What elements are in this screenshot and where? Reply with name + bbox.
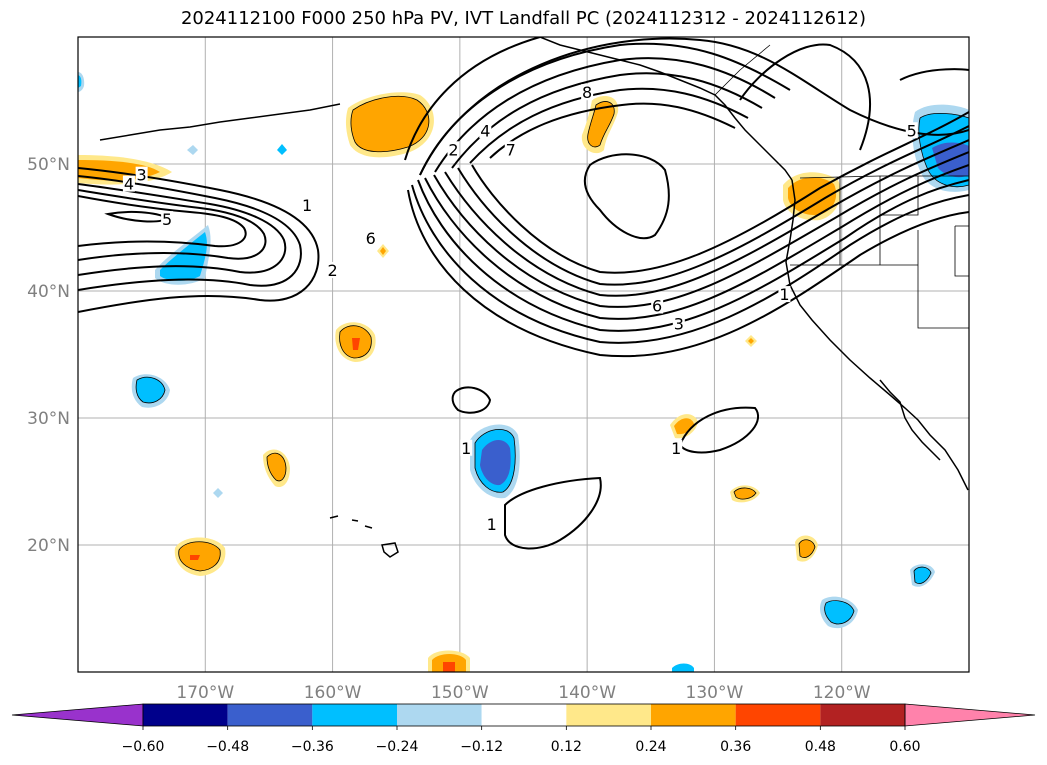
contour-label-bg [905,122,918,139]
alaska-coast [539,37,793,181]
contour-label-bg [135,166,148,183]
lon-tick-label: 130°W [686,683,744,703]
contour-label: 2 [327,261,337,280]
colorbar-tick-label: 0.36 [720,739,751,755]
contour-west-system [78,167,320,313]
colorbar-segment [312,704,397,726]
na-west-coast [785,179,969,491]
contour-label: 1 [302,196,312,215]
lon-tick-label: 140°W [558,683,616,703]
colorbar-extend-high [904,703,1036,727]
contour-label-bg [485,515,498,532]
contour-label-bg [460,439,473,456]
contour-label-bg [161,211,174,228]
contour-label-bg [364,230,377,247]
contour-label: 4 [480,121,490,140]
lon-tick-label: 160°W [304,683,362,703]
contour-label: 1 [461,439,471,458]
colorbar-tick-label: −0.36 [291,739,334,755]
lat-tick-label: 30°N [27,409,70,429]
lat-tick-label: 50°N [27,155,70,175]
coastlines [99,37,969,558]
contour-label-bg [672,315,685,332]
colorbar-segment [735,704,821,726]
contour-label: 5 [907,121,917,140]
lat-tick-label: 40°N [27,282,70,302]
map-title: 2024112100 F000 250 hPa PV, IVT Landfall… [180,8,867,29]
colorbar-tick-label: 0.48 [805,739,836,755]
contour-jet-core [404,37,969,358]
state-borders [790,176,969,329]
colorbar [11,703,1036,727]
contour-label: 3 [674,314,684,333]
colorbar-segment [227,704,313,726]
contour-label-bg [447,141,460,158]
shade-blue-133w-10n [672,663,694,672]
contour-label: 8 [582,83,592,102]
contour-label-bg [778,286,791,303]
contour-label: 3 [137,166,147,185]
colorbar-segment [820,704,905,726]
colorbar-tick-label: −0.60 [122,739,165,755]
colorbar-tick-label: 0.60 [889,739,920,755]
contour-label: 1 [671,439,681,458]
colorbar-tick-labels: −0.60 −0.48 −0.36 −0.24 −0.12 0.12 0.24 0.36 0.4… [122,726,921,755]
colorbar-segment [481,704,567,726]
contour-label-bg [670,439,683,456]
contour-label: 6 [366,229,376,248]
colorbar-tick-label: −0.48 [206,739,249,755]
lon-tick-label: 150°W [431,683,489,703]
gridlines [78,37,969,672]
contour-label: 5 [162,210,172,229]
contour-closed-lows [451,43,969,550]
contour-label: 6 [652,297,662,316]
alaska-canada-border [714,44,771,96]
shade-small-dots [78,72,757,498]
hawaii [329,515,399,558]
colorbar-tick-label: 0.12 [551,739,582,755]
longitude-tick-labels: 170°W 160°W 150°W 140°W 130°W 120°W [176,683,870,703]
latitude-tick-labels: 20°N 30°N 40°N 50°N [27,155,70,556]
contour-label-bg [504,141,517,158]
lat-tick-label: 20°N [27,536,70,556]
contour-label-bg [326,261,339,278]
contour-label-bg [651,297,664,314]
contour-label: 4 [124,175,134,194]
baja-peninsula [879,379,941,461]
colorbar-tick-label: −0.24 [376,739,419,755]
colorbar-segment [397,704,482,726]
ivt-contours [78,37,969,550]
shade-blue-147w-26n [470,424,520,499]
aleutians [99,103,341,141]
colorbar-tick-label: 0.24 [635,739,666,755]
contour-label-bg [301,197,314,214]
colorbar-segment [143,704,228,726]
contour-label-bg [581,84,594,101]
map-background [78,37,969,672]
colorbar-extend-low [11,703,144,727]
contour-label: 7 [506,140,516,159]
shade-orange-150w-10n [428,650,470,672]
contour-label: 1 [487,515,497,534]
contour-label-bg [479,122,492,139]
contour-label: 2 [448,140,458,159]
colorbar-tick-label: −0.12 [460,739,503,755]
colorbar-segment [651,704,736,726]
lon-tick-label: 170°W [176,683,234,703]
borders [714,44,969,329]
contour-label-bg [122,175,135,192]
colorbar-frame [142,703,906,727]
shade-orange-159w-36n [335,322,376,362]
lon-tick-label: 120°W [813,683,871,703]
contour-label: 1 [779,285,789,304]
shade-orange-170w-19n [174,537,226,576]
map-frame [77,36,970,673]
colorbar-segment [566,704,651,726]
